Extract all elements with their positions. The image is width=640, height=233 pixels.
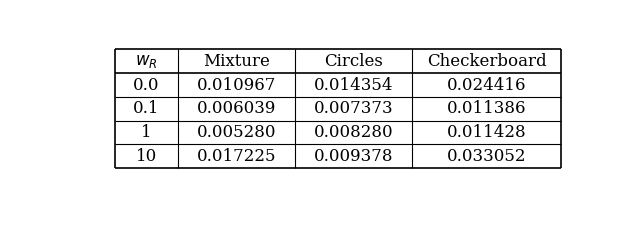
Text: 0.024416: 0.024416 — [447, 76, 527, 93]
Text: 0.017225: 0.017225 — [197, 147, 276, 164]
Text: Checkerboard: Checkerboard — [427, 53, 547, 70]
Text: 0.1: 0.1 — [133, 100, 160, 117]
Text: 0.007373: 0.007373 — [314, 100, 394, 117]
Text: 0.011428: 0.011428 — [447, 124, 527, 141]
Text: 0.014354: 0.014354 — [314, 76, 394, 93]
Text: 0.009378: 0.009378 — [314, 147, 394, 164]
Text: 0.033052: 0.033052 — [447, 147, 527, 164]
Text: 0.011386: 0.011386 — [447, 100, 527, 117]
Text: $w_R$: $w_R$ — [135, 53, 158, 70]
Text: Mixture: Mixture — [204, 53, 270, 70]
Text: 0.010967: 0.010967 — [197, 76, 276, 93]
Text: 1: 1 — [141, 124, 152, 141]
Text: 10: 10 — [136, 147, 157, 164]
Text: Circles: Circles — [324, 53, 383, 70]
Text: 0.0: 0.0 — [133, 76, 160, 93]
Text: 0.006039: 0.006039 — [197, 100, 276, 117]
Text: 0.005280: 0.005280 — [197, 124, 276, 141]
Text: 0.008280: 0.008280 — [314, 124, 394, 141]
